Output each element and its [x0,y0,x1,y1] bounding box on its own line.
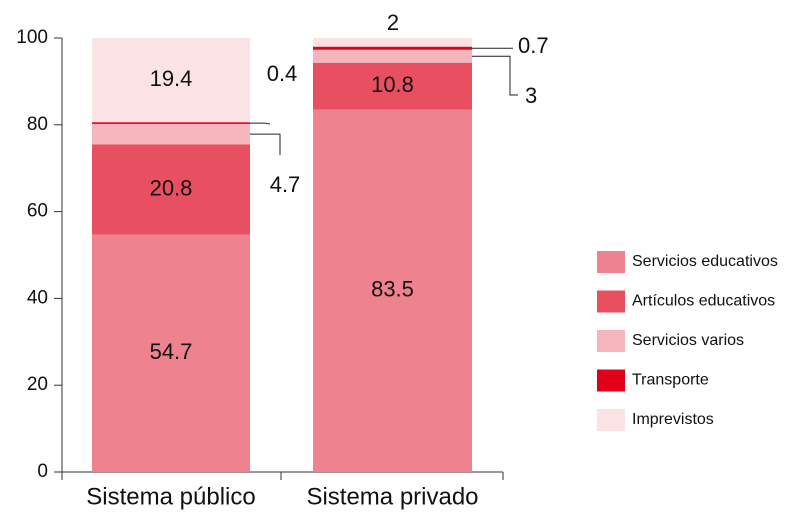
value-label: 3 [525,83,537,108]
y-tick-label: 80 [27,114,48,135]
bar-segment [92,123,250,145]
leader-line [250,133,281,155]
value-label: 54.7 [150,339,193,364]
bar-segment [92,234,250,472]
x-tick-label: Sistema privado [306,483,478,510]
x-tick-label: Sistema público [86,483,255,510]
legend-swatch [597,369,625,392]
value-label: 0.7 [518,33,549,58]
value-label: 2 [387,10,399,35]
y-tick-label: 20 [27,374,48,395]
value-label: 4.7 [270,172,301,197]
bar-segment [313,38,472,47]
value-label: 0.4 [267,61,298,86]
y-tick-label: 100 [16,27,48,48]
value-label: 19.4 [150,66,193,91]
legend-label: Servicios educativos [632,253,778,270]
y-tick-label: 0 [37,461,48,482]
legend-swatch [597,290,625,313]
legend-swatch [597,409,625,431]
bar-segment [313,46,472,50]
leader-line [472,55,518,96]
value-label: 83.5 [371,277,414,302]
legend-swatch [597,330,625,352]
legend-swatch [597,251,625,273]
legend-label: Transporte [632,372,709,389]
legend-label: Artículos educativos [632,293,775,310]
value-label: 10.8 [371,72,414,97]
bar-segment [313,49,472,63]
y-tick-label: 60 [27,201,48,222]
legend-label: Servicios varios [632,332,744,349]
y-tick-label: 40 [27,287,48,308]
leader-line [250,122,271,125]
bar-segment [92,38,250,123]
value-label: 20.8 [150,175,193,200]
legend-label: Imprevistos [632,411,714,428]
bar-segment [92,122,250,124]
bar-segment [313,109,472,473]
bar-segment [313,62,472,110]
bar-segment [92,144,250,235]
